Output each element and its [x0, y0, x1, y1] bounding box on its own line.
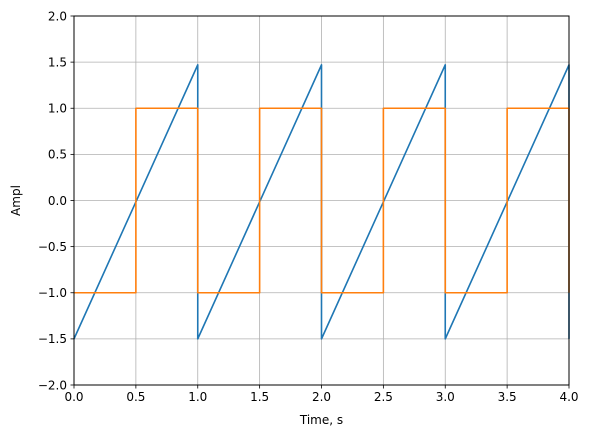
x-tick-label: 4.0 [559, 390, 578, 404]
y-tick-label: 1.0 [48, 102, 67, 116]
y-tick-label: 1.5 [48, 55, 67, 69]
x-tick-label: 2.0 [312, 390, 331, 404]
x-tick-label: 1.5 [250, 390, 269, 404]
x-tick-label: 0.0 [64, 390, 83, 404]
x-tick-label: 1.0 [188, 390, 207, 404]
y-tick-label: −0.5 [38, 240, 67, 254]
plot-lines [73, 64, 570, 340]
y-tick-label: −1.5 [38, 332, 67, 346]
y-axis: −2.0 −1.5 −1.0 −0.5 0.0 0.5 1.0 1.5 2.0 [38, 9, 74, 392]
x-tick-label: 3.0 [436, 390, 455, 404]
x-axis-label: Time, s [299, 413, 343, 427]
x-axis: 0.0 0.5 1.0 1.5 2.0 2.5 3.0 3.5 4.0 [64, 385, 579, 404]
square-series-line [74, 107, 570, 294]
y-axis-label: Ampl [9, 185, 23, 216]
y-tick-label: −1.0 [38, 286, 67, 300]
y-tick-label: 0.0 [48, 194, 67, 208]
y-tick-label: 0.5 [48, 148, 67, 162]
x-tick-label: 2.5 [374, 390, 393, 404]
x-tick-label: 3.5 [498, 390, 517, 404]
y-tick-label: 2.0 [48, 9, 67, 23]
y-tick-label: −2.0 [38, 378, 67, 392]
x-tick-label: 0.5 [126, 390, 145, 404]
